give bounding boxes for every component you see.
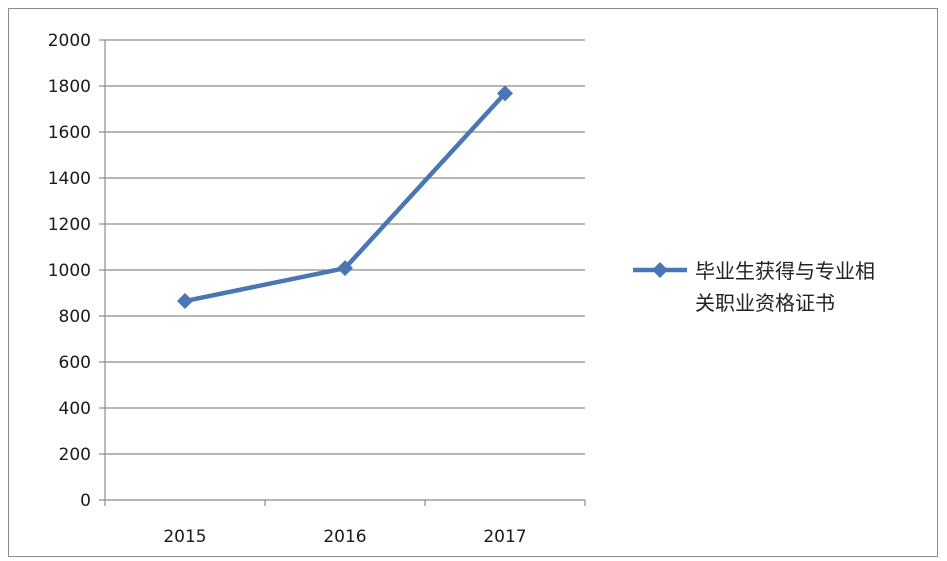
legend-label-line-2: 关职业资格证书 <box>695 291 835 315</box>
x-tick-label: 2017 <box>483 527 526 547</box>
x-tick-label: 2015 <box>163 527 206 547</box>
chart-frame <box>8 8 938 557</box>
y-tick-label: 1200 <box>48 215 91 235</box>
y-tick-label: 600 <box>59 353 91 373</box>
y-tick-label: 0 <box>80 491 91 511</box>
x-axis-tick-labels: 2015 2016 2017 <box>163 527 526 547</box>
y-tick-label: 1000 <box>48 261 91 281</box>
data-point-marker <box>497 85 513 102</box>
y-tick-label: 400 <box>59 399 91 419</box>
series-markers <box>177 85 513 310</box>
axes <box>99 39 586 506</box>
y-tick-label: 200 <box>59 445 91 465</box>
legend-marker-swatch <box>652 262 668 278</box>
y-tick-label: 800 <box>59 307 91 327</box>
x-tick-label: 2016 <box>323 527 366 547</box>
data-point-marker <box>177 293 193 310</box>
y-axis-tick-labels: 0 200 400 600 800 1000 1200 1400 1600 1800 2000 <box>48 31 91 511</box>
y-tick-label: 1400 <box>48 169 91 189</box>
y-tick-label: 1800 <box>48 77 91 97</box>
y-tick-label: 1600 <box>48 123 91 143</box>
gridlines <box>105 39 585 455</box>
legend: 毕业生获得与专业相 关职业资格证书 <box>633 259 875 315</box>
y-tick-label: 2000 <box>48 31 91 51</box>
data-point-marker <box>337 260 353 277</box>
legend-label-line-1: 毕业生获得与专业相 <box>695 259 875 283</box>
